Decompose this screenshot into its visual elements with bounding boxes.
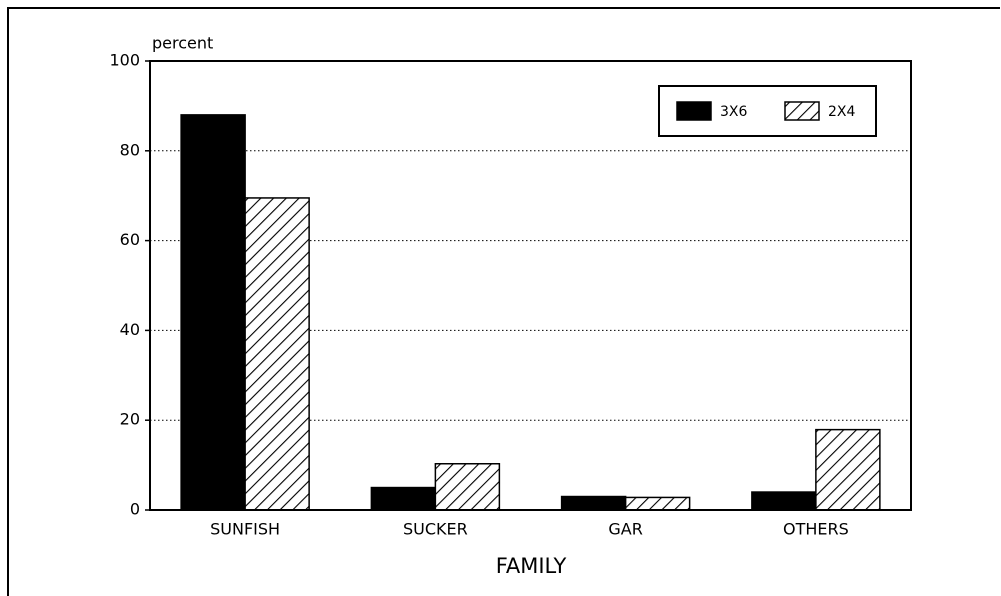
x-tick-label: OTHERS (783, 520, 849, 539)
y-axis-title: percent (152, 34, 213, 53)
legend-swatch (784, 101, 820, 121)
bar (751, 491, 817, 511)
bar (560, 495, 627, 511)
bar (370, 486, 437, 511)
bar (244, 197, 310, 511)
x-axis-title: FAMILY (496, 554, 567, 578)
x-tick-label: GAR (608, 520, 642, 539)
frame (7, 7, 1000, 596)
plot-frame (149, 60, 912, 511)
bar (815, 428, 881, 511)
bar (434, 463, 501, 511)
x-tick-label: SUNFISH (210, 520, 280, 539)
legend-swatch (676, 101, 712, 121)
y-tick-label: 0 (130, 500, 140, 519)
y-tick-label: 60 (120, 230, 140, 249)
legend-label: 2X4 (828, 104, 855, 120)
legend-label: 3X6 (720, 104, 747, 120)
y-tick-label: 80 (120, 140, 140, 159)
x-tick-label: SUCKER (403, 520, 468, 539)
bar (180, 114, 246, 511)
y-tick-label: 40 (120, 320, 140, 339)
y-tick-label: 100 (109, 51, 140, 70)
y-tick-label: 20 (120, 410, 140, 429)
bar (624, 496, 691, 511)
